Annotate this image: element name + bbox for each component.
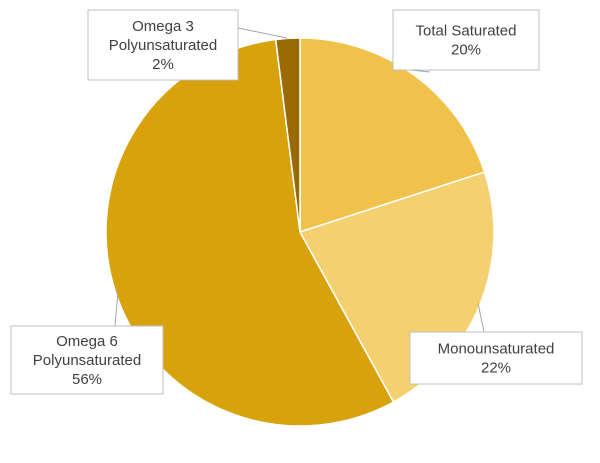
data-label-value: 2% [152, 56, 174, 73]
data-label-box [10, 325, 164, 395]
data-label-name: Polyunsaturated [33, 352, 141, 369]
data-label-name: Total Saturated [416, 23, 517, 40]
slice-total-saturated [299, 37, 486, 234]
data-label-box [392, 9, 540, 71]
leader-line-monounsaturated [477, 302, 485, 333]
leader-line-omega-3-polyunsaturated [237, 27, 288, 39]
data-label-total-saturated: Total Saturated 20% [392, 9, 540, 71]
data-label-box [87, 9, 239, 81]
data-label-name: Omega 6 [56, 333, 118, 350]
data-label-value: 22% [481, 360, 511, 377]
data-label-name: Monounsaturated [438, 341, 555, 358]
leader-line-omega-6-polyunsaturated [114, 291, 119, 327]
data-label-name: Polyunsaturated [109, 37, 217, 54]
data-label-box [409, 331, 583, 385]
data-label-value: 20% [451, 42, 481, 59]
data-label-omega-3-polyunsaturated: Omega 3 Polyunsaturated 2% [87, 9, 239, 81]
data-labels: Total Saturated 20% Monounsaturated 22% Omeg… [10, 9, 583, 395]
data-label-monounsaturated: Monounsaturated 22% [409, 331, 583, 385]
pie-slices [105, 37, 495, 427]
data-label-name: Omega 3 [132, 18, 194, 35]
data-label-value: 56% [72, 371, 102, 388]
data-label-omega-6-polyunsaturated: Omega 6 Polyunsaturated 56% [10, 325, 164, 395]
slice-omega-3-polyunsaturated [274, 37, 301, 233]
